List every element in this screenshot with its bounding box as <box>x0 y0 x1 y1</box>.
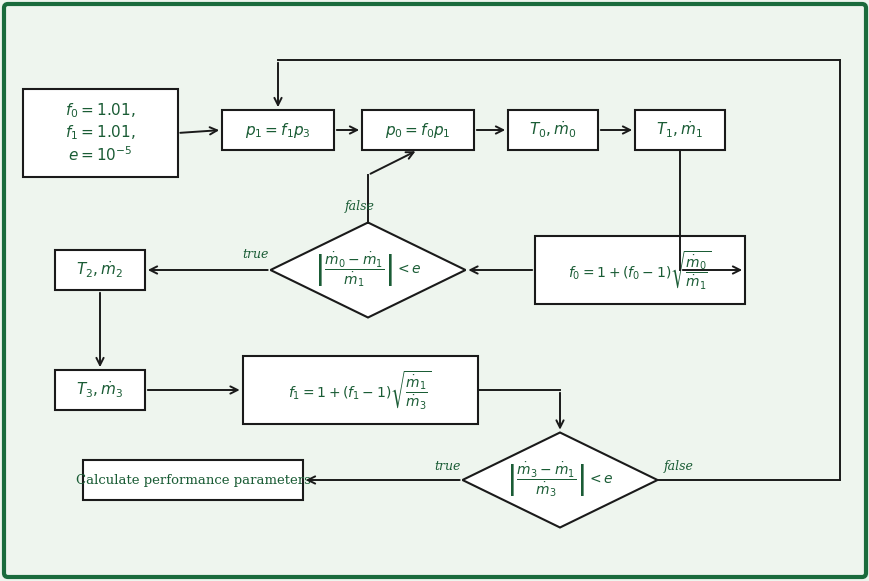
FancyBboxPatch shape <box>55 370 145 410</box>
FancyBboxPatch shape <box>534 236 744 304</box>
Text: false: false <box>663 460 693 472</box>
FancyBboxPatch shape <box>634 110 724 150</box>
Text: $T_1,\dot{m}_1$: $T_1,\dot{m}_1$ <box>656 120 703 141</box>
Text: $\left|\dfrac{\dot{m}_3-\dot{m}_1}{\dot{m}_3}\right|<e$: $\left|\dfrac{\dot{m}_3-\dot{m}_1}{\dot{… <box>506 461 614 499</box>
Text: true: true <box>434 460 460 472</box>
Text: true: true <box>242 248 269 260</box>
Text: $f_1 = 1.01,$: $f_1 = 1.01,$ <box>64 124 136 142</box>
Text: $p_0 = f_0 p_1$: $p_0 = f_0 p_1$ <box>385 120 450 139</box>
Text: $e = 10^{-5}$: $e = 10^{-5}$ <box>68 146 132 164</box>
FancyBboxPatch shape <box>83 460 302 500</box>
Text: $T_3,\dot{m}_3$: $T_3,\dot{m}_3$ <box>76 380 123 400</box>
FancyBboxPatch shape <box>23 89 177 177</box>
Text: Calculate performance parameters: Calculate performance parameters <box>76 474 310 486</box>
Text: false: false <box>345 199 375 213</box>
Text: $T_0,\dot{m}_0$: $T_0,\dot{m}_0$ <box>528 120 576 141</box>
Text: $\left|\dfrac{\dot{m}_0-\dot{m}_1}{\dot{m}_1}\right|<e$: $\left|\dfrac{\dot{m}_0-\dot{m}_1}{\dot{… <box>314 251 421 289</box>
FancyBboxPatch shape <box>222 110 334 150</box>
Text: $T_2,\dot{m}_2$: $T_2,\dot{m}_2$ <box>76 260 123 280</box>
Text: $p_1 = f_1 p_3$: $p_1 = f_1 p_3$ <box>245 120 310 139</box>
FancyBboxPatch shape <box>242 356 477 424</box>
Polygon shape <box>462 432 657 528</box>
Text: $f_0 = 1+(f_0-1)\sqrt{\dfrac{\dot{m}_0}{\dot{m}_1}}$: $f_0 = 1+(f_0-1)\sqrt{\dfrac{\dot{m}_0}{… <box>567 249 711 291</box>
FancyBboxPatch shape <box>4 4 865 577</box>
Text: $f_1 = 1+(f_1-1)\sqrt{\dfrac{\dot{m}_1}{\dot{m}_3}}$: $f_1 = 1+(f_1-1)\sqrt{\dfrac{\dot{m}_1}{… <box>289 369 431 411</box>
FancyBboxPatch shape <box>507 110 597 150</box>
Polygon shape <box>270 223 465 317</box>
Text: $f_0 = 1.01,$: $f_0 = 1.01,$ <box>64 102 136 120</box>
FancyBboxPatch shape <box>55 250 145 290</box>
FancyBboxPatch shape <box>362 110 474 150</box>
